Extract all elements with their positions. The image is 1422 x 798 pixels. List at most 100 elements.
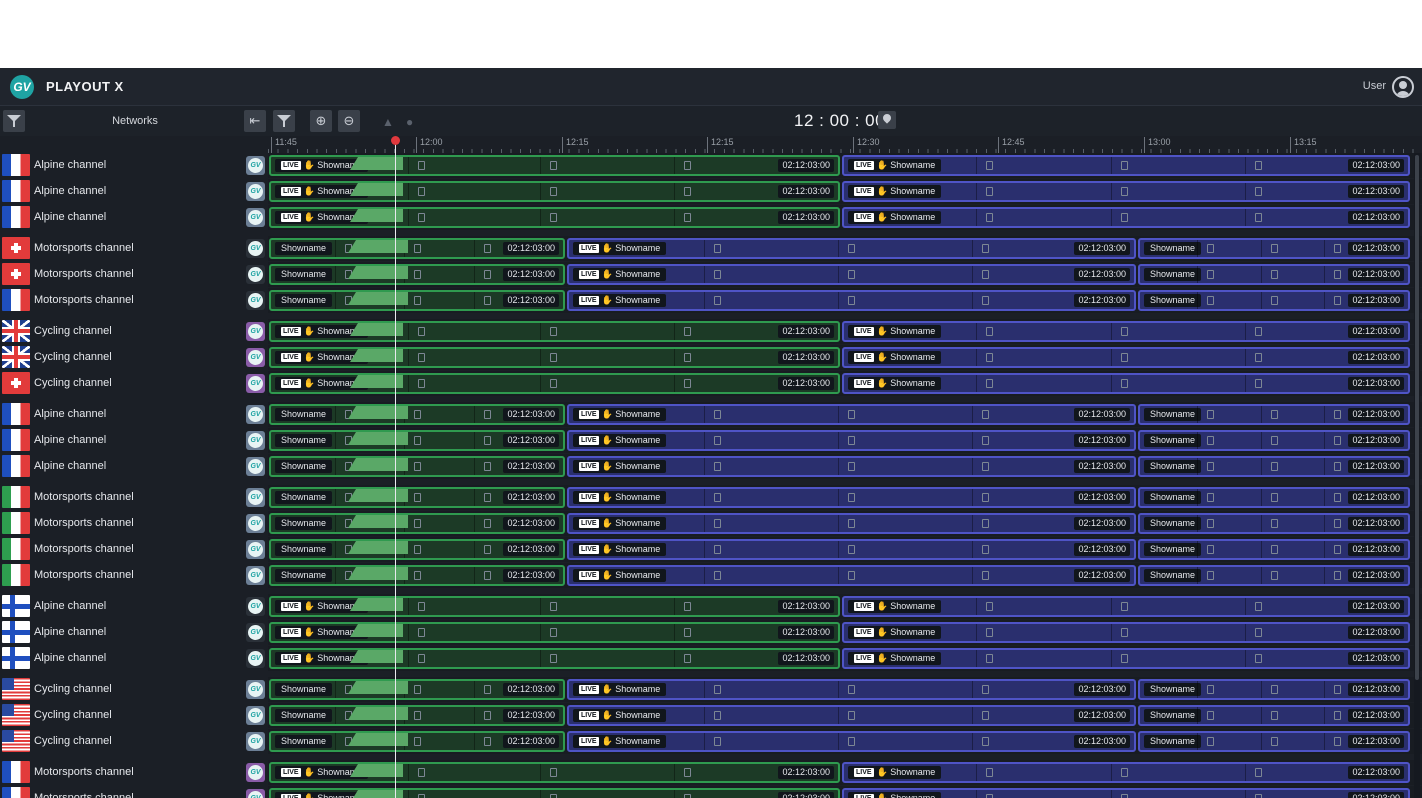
segment-marker-icon[interactable] <box>1271 685 1278 694</box>
channel-name[interactable]: Alpine channel <box>34 159 107 171</box>
channel-name[interactable]: Alpine channel <box>34 600 107 612</box>
segment-marker-icon[interactable] <box>484 545 491 554</box>
channel-name[interactable]: Cycling channel <box>34 351 112 363</box>
program-block[interactable]: Showname 02:12:03:00 <box>1138 264 1410 285</box>
segment-marker-icon[interactable] <box>418 187 425 196</box>
segment-marker-icon[interactable] <box>1121 768 1128 777</box>
segment-marker-icon[interactable] <box>1334 244 1341 253</box>
segment-marker-icon[interactable] <box>1334 493 1341 502</box>
channel-row[interactable]: Cycling channelShowname02:12:03:00LIVE✋ … <box>0 729 1422 754</box>
segment-marker-icon[interactable] <box>414 711 421 720</box>
segment-marker-icon[interactable] <box>418 161 425 170</box>
segment-marker-icon[interactable] <box>982 711 989 720</box>
segment-marker-icon[interactable] <box>550 379 557 388</box>
segment-marker-icon[interactable] <box>484 737 491 746</box>
segment-marker-icon[interactable] <box>986 187 993 196</box>
segment-marker-icon[interactable] <box>414 270 421 279</box>
segment-marker-icon[interactable] <box>414 493 421 502</box>
channel-name[interactable]: Motorsports channel <box>34 491 134 503</box>
segment-marker-icon[interactable] <box>714 737 721 746</box>
segment-marker-icon[interactable] <box>684 379 691 388</box>
segment-marker-icon[interactable] <box>986 768 993 777</box>
segment-marker-icon[interactable] <box>1271 462 1278 471</box>
warning-icon[interactable]: ▲ <box>382 115 394 129</box>
live-program-block[interactable]: LIVE✋ Showname 02:12:03:00 <box>567 565 1136 586</box>
program-block[interactable]: Showname 02:12:03:00 <box>269 456 565 477</box>
segment-marker-icon[interactable] <box>484 296 491 305</box>
program-block[interactable]: Showname 02:12:03:00 <box>1138 731 1410 752</box>
segment-marker-icon[interactable] <box>414 462 421 471</box>
segment-marker-icon[interactable] <box>982 462 989 471</box>
segment-marker-icon[interactable] <box>414 519 421 528</box>
segment-marker-icon[interactable] <box>1271 244 1278 253</box>
live-program-block[interactable]: LIVE✋ Showname 02:12:03:00 <box>842 321 1410 342</box>
segment-marker-icon[interactable] <box>982 571 989 580</box>
segment-marker-icon[interactable] <box>1334 462 1341 471</box>
channel-row[interactable]: Cycling channel LIVE✋ Showname02:12:03:00… <box>0 319 1422 344</box>
segment-marker-icon[interactable] <box>848 545 855 554</box>
segment-marker-icon[interactable] <box>550 161 557 170</box>
segment-marker-icon[interactable] <box>982 270 989 279</box>
segment-marker-icon[interactable] <box>684 213 691 222</box>
segment-marker-icon[interactable] <box>1255 327 1262 336</box>
timeline-filter-icon[interactable] <box>273 110 295 132</box>
segment-marker-icon[interactable] <box>714 685 721 694</box>
segment-marker-icon[interactable] <box>550 602 557 611</box>
program-block[interactable]: Showname 02:12:03:00 <box>269 705 565 726</box>
live-program-block[interactable]: LIVE✋ Showname 02:12:03:00 <box>842 648 1410 669</box>
live-program-block[interactable]: LIVE✋ Showname 02:12:03:00 <box>842 347 1410 368</box>
segment-marker-icon[interactable] <box>1207 410 1214 419</box>
live-program-block[interactable]: LIVE✋ Showname 02:12:03:00 <box>269 373 840 394</box>
segment-marker-icon[interactable] <box>714 436 721 445</box>
channel-row[interactable]: Motorsports channelShowname02:12:03:00LI… <box>0 288 1422 313</box>
playhead-line[interactable] <box>395 140 396 798</box>
segment-marker-icon[interactable] <box>1207 519 1214 528</box>
segment-marker-icon[interactable] <box>982 493 989 502</box>
segment-marker-icon[interactable] <box>418 794 425 798</box>
live-program-block[interactable]: LIVE✋ Showname 02:12:03:00 <box>567 731 1136 752</box>
segment-marker-icon[interactable] <box>1271 571 1278 580</box>
segment-marker-icon[interactable] <box>1271 410 1278 419</box>
alarm-icon[interactable]: ● <box>406 115 414 129</box>
segment-marker-icon[interactable] <box>1207 244 1214 253</box>
channel-name[interactable]: Motorsports channel <box>34 792 134 798</box>
program-block[interactable]: Showname 02:12:03:00 <box>1138 539 1410 560</box>
segment-marker-icon[interactable] <box>484 462 491 471</box>
channel-row[interactable]: Cycling channelLIVE✋ Showname02:12:03:00… <box>0 371 1422 396</box>
segment-marker-icon[interactable] <box>414 296 421 305</box>
channel-name[interactable]: Alpine channel <box>34 211 107 223</box>
segment-marker-icon[interactable] <box>986 379 993 388</box>
segment-marker-icon[interactable] <box>1207 270 1214 279</box>
segment-marker-icon[interactable] <box>986 213 993 222</box>
user-avatar-icon[interactable] <box>1392 76 1414 98</box>
segment-marker-icon[interactable] <box>982 685 989 694</box>
segment-marker-icon[interactable] <box>848 436 855 445</box>
segment-marker-icon[interactable] <box>848 270 855 279</box>
segment-marker-icon[interactable] <box>714 270 721 279</box>
program-block[interactable]: Showname 02:12:03:00 <box>1138 404 1410 425</box>
segment-marker-icon[interactable] <box>414 545 421 554</box>
segment-marker-icon[interactable] <box>1121 654 1128 663</box>
segment-marker-icon[interactable] <box>418 379 425 388</box>
segment-marker-icon[interactable] <box>484 519 491 528</box>
live-program-block[interactable]: LIVE✋ Showname 02:12:03:00 <box>269 181 840 202</box>
channel-name[interactable]: Cycling channel <box>34 325 112 337</box>
channel-name[interactable]: Motorsports channel <box>34 242 134 254</box>
live-program-block[interactable]: LIVE✋ Showname 02:12:03:00 <box>567 487 1136 508</box>
segment-marker-icon[interactable] <box>1255 654 1262 663</box>
segment-marker-icon[interactable] <box>714 493 721 502</box>
program-block[interactable]: Showname 02:12:03:00 <box>269 513 565 534</box>
channel-row[interactable]: Cycling channelShowname02:12:03:00LIVE✋ … <box>0 677 1422 702</box>
segment-marker-icon[interactable] <box>714 545 721 554</box>
segment-marker-icon[interactable] <box>414 436 421 445</box>
live-program-block[interactable]: LIVE✋ Showname 02:12:03:00 <box>269 207 840 228</box>
segment-marker-icon[interactable] <box>1334 270 1341 279</box>
channel-name[interactable]: Motorsports channel <box>34 766 134 778</box>
segment-marker-icon[interactable] <box>714 519 721 528</box>
segment-marker-icon[interactable] <box>714 244 721 253</box>
channel-row[interactable]: Motorsports channelShowname02:12:03:00LI… <box>0 563 1422 588</box>
vertical-scrollbar[interactable] <box>1414 153 1420 798</box>
live-program-block[interactable]: LIVE✋ Showname 02:12:03:00 <box>269 347 840 368</box>
live-program-block[interactable]: LIVE✋ Showname 02:12:03:00 <box>269 155 840 176</box>
segment-marker-icon[interactable] <box>982 519 989 528</box>
